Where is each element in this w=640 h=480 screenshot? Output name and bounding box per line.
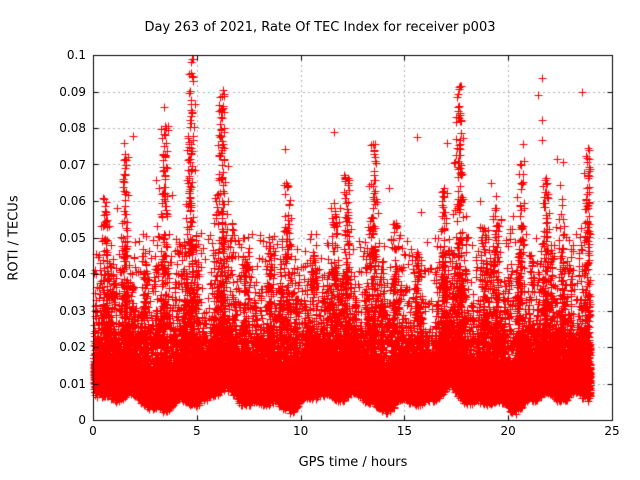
y-tick-label: 0.07 (59, 157, 86, 172)
x-tick-label: 10 (292, 424, 309, 438)
y-tick-label: 0.1 (66, 48, 86, 62)
y-tick-label: 0.04 (59, 267, 86, 281)
y-axis-label: ROTI / TECUs (6, 195, 22, 281)
chart-title: Day 263 of 2021, Rate Of TEC Index for r… (144, 20, 496, 35)
y-tick-label: 0.06 (59, 194, 86, 208)
x-axis-label: GPS time / hours (298, 455, 408, 470)
y-tick-label: 0.08 (59, 121, 86, 135)
x-tick-label: 0 (89, 424, 97, 438)
x-tick-label: 15 (396, 424, 413, 438)
y-tick-label: 0.03 (59, 303, 86, 318)
x-tick-label: 25 (604, 424, 620, 438)
y-tick-label: 0.01 (59, 376, 86, 391)
y-tick-label: 0.09 (59, 84, 86, 99)
y-tick-label: 0 (78, 413, 86, 427)
x-tick-label: 20 (500, 424, 516, 438)
y-tick-label: 0.02 (59, 340, 86, 354)
y-tick-label: 0.05 (59, 230, 86, 245)
x-tick-label: 5 (192, 424, 201, 438)
